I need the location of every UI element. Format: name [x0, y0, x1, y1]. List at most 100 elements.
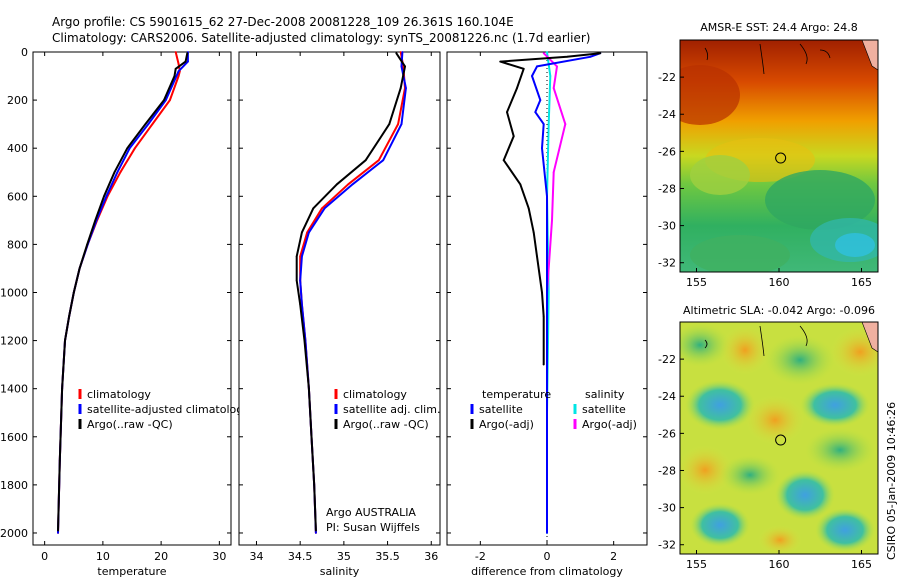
legend-label: climatology [343, 388, 407, 401]
legend-label: climatology [87, 388, 151, 401]
map-x-tick-label: 160 [769, 558, 790, 571]
data-point [531, 75, 533, 77]
data-point [556, 65, 558, 68]
data-point [78, 267, 81, 270]
data-point [552, 87, 555, 89]
data-point [397, 123, 399, 126]
data-point [547, 123, 550, 126]
map-x-tick-label: 165 [851, 276, 872, 289]
map-y-tick-label: -32 [658, 539, 676, 552]
data-point [312, 207, 315, 210]
data-point [546, 291, 548, 294]
x-tick-label: 10 [96, 550, 110, 563]
data-point [405, 87, 407, 89]
data-point [546, 51, 548, 53]
data-point [321, 207, 323, 210]
data-point [306, 231, 309, 234]
data-point [168, 99, 171, 101]
data-point [541, 291, 543, 294]
data-point [57, 532, 59, 534]
map-y-tick-label: -26 [658, 145, 676, 158]
data-point [57, 529, 59, 532]
agency-label: Argo AUSTRALIA [326, 506, 416, 519]
data-point [58, 459, 61, 462]
data-point [547, 291, 550, 294]
profile-panel-1: 0 10 20 30 0 200 400 600 800 1000 1200 1400 1600 1800… [0, 46, 250, 578]
data-point [113, 171, 116, 174]
y-tick-label: 1600 [0, 431, 28, 444]
data-point [399, 87, 402, 89]
data-point [401, 51, 404, 53]
data-point [163, 99, 165, 101]
legend-label: satellite [479, 403, 523, 416]
map-y-tick-label: -24 [658, 108, 676, 121]
data-point [313, 483, 316, 486]
legend-group-heading: temperature [482, 388, 551, 401]
profile-panel-2: 34 34.5 35 35.5 36 salinity climatology satelli… [238, 51, 441, 578]
data-point [395, 52, 398, 55]
y-tick-label: 400 [7, 142, 28, 155]
data-point [116, 171, 119, 174]
map-y-tick-label: -22 [658, 71, 676, 84]
data-point [308, 231, 310, 234]
data-point [502, 159, 505, 162]
sst-map-axes: 155 160 165 -22 -24 -26 -28 -30 -32 [658, 39, 879, 289]
sst-map-title: AMSR-E SST: 24.4 Argo: 24.8 [700, 21, 858, 34]
data-point [589, 55, 592, 58]
y-tick-label: 200 [7, 94, 28, 107]
map-x-tick-label: 165 [851, 558, 872, 571]
map-y-tick-label: -22 [658, 353, 676, 366]
sla-map-panel: Altimetric SLA: -0.042 Argo: -0.096 155 1… [658, 304, 879, 571]
data-point [301, 231, 303, 234]
data-point [542, 52, 545, 55]
legend-label: Argo(-adj) [582, 418, 637, 431]
data-point [542, 123, 545, 126]
x-tick-label: 36 [424, 550, 438, 563]
data-point [94, 219, 97, 222]
data-point [335, 183, 338, 186]
data-point [119, 171, 122, 174]
data-point [299, 255, 302, 258]
y-tick-label: 1000 [0, 286, 28, 299]
data-point [323, 207, 326, 210]
data-point [299, 279, 302, 282]
y-tick-label: 1800 [0, 479, 28, 492]
data-point [303, 339, 306, 342]
data-point [541, 147, 543, 150]
data-point [310, 435, 313, 438]
data-point [382, 159, 385, 162]
data-point [174, 67, 177, 70]
data-point [546, 195, 548, 198]
map-y-tick-label: -32 [658, 257, 676, 270]
series-line-argo-raw-qc- [295, 52, 406, 531]
float-position-marker [775, 152, 787, 164]
data-point [539, 99, 542, 101]
data-point [564, 123, 567, 126]
x-tick-label: 2 [610, 550, 617, 563]
data-point [103, 195, 105, 198]
data-point [301, 303, 303, 306]
map-x-tick-label: 155 [686, 558, 707, 571]
x-tick-label: 34.5 [288, 550, 313, 563]
data-point [186, 52, 189, 55]
x-tick-label: 0 [544, 550, 551, 563]
data-point [399, 51, 402, 53]
data-point [566, 55, 568, 58]
series-line-argo-raw-qc- [57, 53, 189, 531]
data-point [177, 70, 180, 73]
data-point [128, 147, 131, 150]
x-axis-label: salinity [320, 565, 360, 578]
data-point [299, 303, 302, 306]
map-y-tick-label: -26 [658, 427, 676, 440]
data-point [536, 255, 538, 258]
data-point [534, 111, 537, 114]
plot-frame [32, 51, 232, 546]
data-point [173, 75, 176, 77]
timestamp-stamp: CSIRO 05-Jan-2009 10:46:26 [885, 402, 898, 560]
data-point [61, 387, 64, 390]
plot-frame [238, 51, 441, 546]
y-tick-label: 1400 [0, 383, 28, 396]
data-point [551, 219, 553, 222]
data-point [542, 363, 545, 366]
